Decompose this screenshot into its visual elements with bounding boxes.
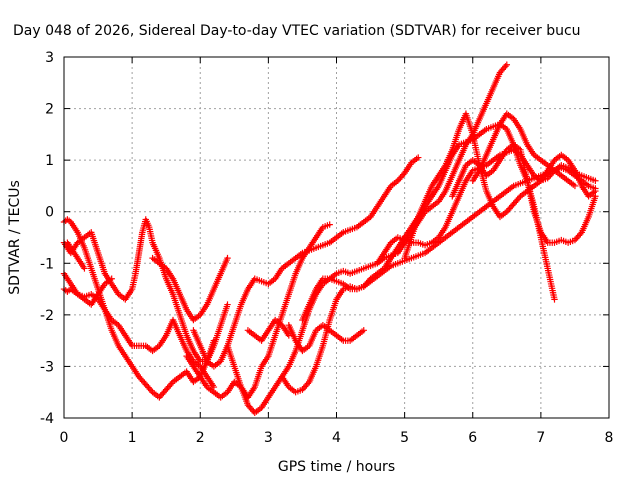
data-point	[285, 332, 293, 339]
series-16	[449, 141, 599, 246]
chart-title: Day 048 of 2026, Sidereal Day-to-day VTE…	[13, 23, 581, 39]
x-tick-label: 8	[605, 430, 614, 446]
plot-frame	[63, 56, 610, 419]
x-axis-label: GPS time / hours	[278, 459, 395, 475]
series-5	[64, 239, 88, 272]
ticks: 0 1 2 3 4 5 6 7 8 -4 -3 -2 -1 0 1 2 3	[40, 50, 613, 446]
x-tick-label: 0	[60, 430, 69, 446]
x-tick-label: 1	[128, 430, 137, 446]
series-4	[60, 270, 115, 308]
y-tick-label: -4	[40, 411, 54, 427]
series-14	[374, 146, 599, 267]
data-point	[224, 254, 231, 262]
y-tick-label: 3	[45, 50, 54, 66]
data-point	[415, 154, 422, 161]
data-point	[592, 177, 599, 184]
x-tick-label: 2	[196, 430, 205, 446]
data-point	[326, 221, 333, 228]
series-10	[244, 316, 293, 344]
series-6	[149, 254, 231, 324]
data-point	[551, 296, 558, 303]
y-axis-label: SDTVAR / TECUs	[7, 180, 23, 295]
series-3	[60, 216, 231, 365]
series-2	[60, 216, 218, 401]
y-tick-label: -2	[40, 308, 54, 324]
series-17	[469, 110, 579, 190]
y-tick-label: 2	[45, 102, 54, 118]
x-tick-label: 3	[264, 430, 273, 446]
data-point	[360, 327, 367, 334]
data-point	[108, 275, 115, 282]
x-tick-label: 5	[400, 430, 409, 446]
data-point	[224, 301, 231, 308]
series-15	[401, 110, 599, 262]
x-tick-label: 6	[468, 430, 477, 446]
y-tick-label: -1	[40, 256, 54, 272]
x-tick-label: 4	[332, 430, 341, 446]
data-points	[60, 61, 599, 417]
x-tick-label: 7	[536, 430, 545, 446]
series-8	[190, 154, 422, 370]
data-point	[503, 61, 511, 68]
y-tick-label: -3	[40, 359, 54, 375]
y-tick-label: 0	[45, 205, 54, 221]
data-point	[571, 182, 579, 190]
series-7	[183, 221, 333, 401]
data-point	[81, 265, 88, 272]
data-point	[592, 193, 599, 200]
y-tick-label: 1	[45, 153, 54, 169]
